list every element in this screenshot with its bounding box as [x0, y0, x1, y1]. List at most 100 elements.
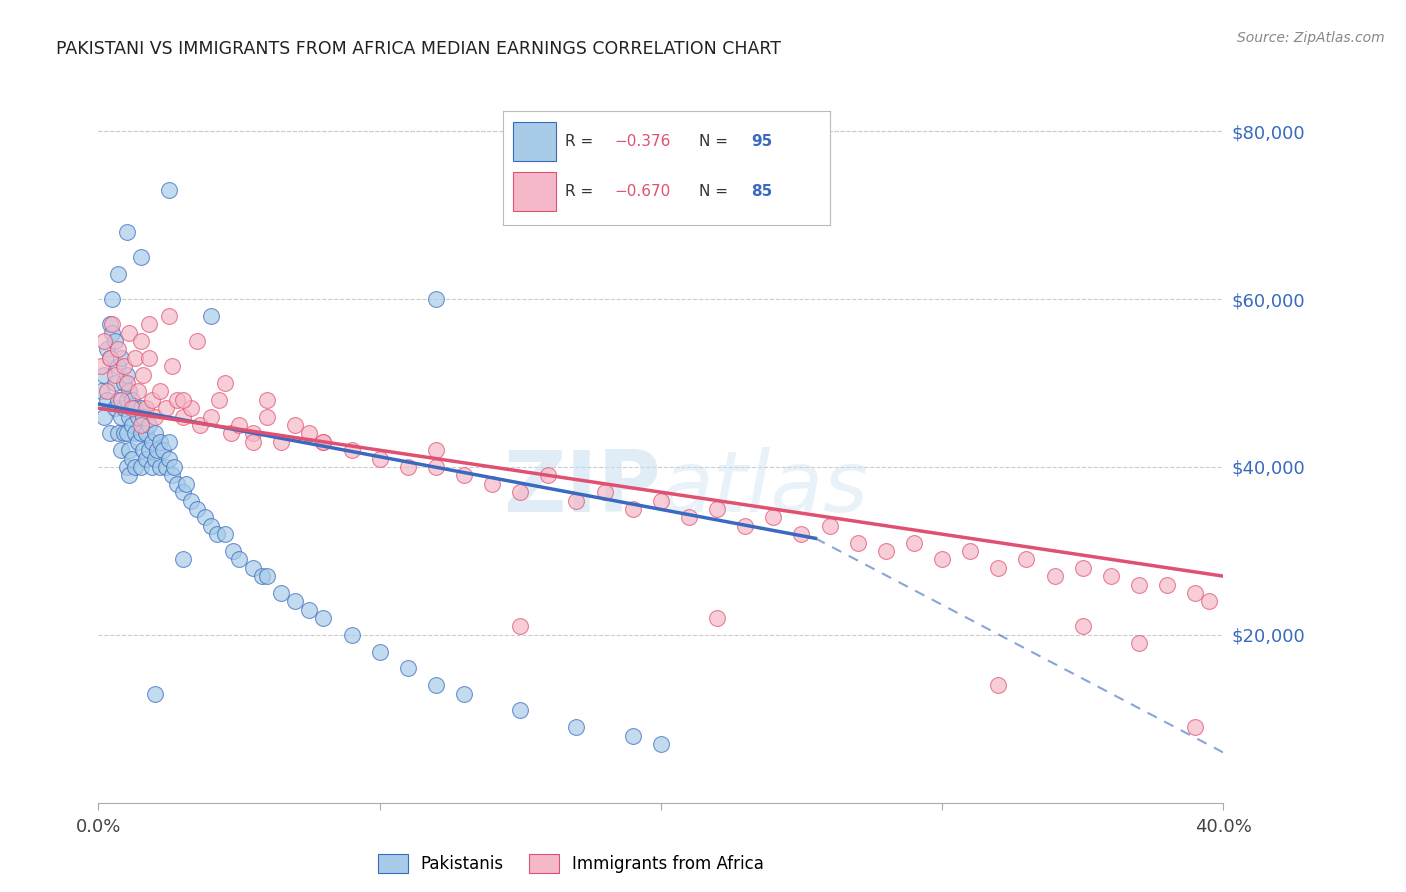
- Point: [214, 376, 236, 390]
- Point: [149, 384, 172, 399]
- Point: [509, 703, 531, 717]
- Point: [141, 392, 163, 407]
- Text: ZIP: ZIP: [503, 447, 661, 531]
- Point: [1156, 577, 1178, 591]
- Point: [1015, 552, 1038, 566]
- Point: [143, 426, 166, 441]
- Point: [118, 468, 141, 483]
- Point: [1128, 577, 1150, 591]
- Point: [135, 401, 157, 416]
- Point: [208, 392, 231, 407]
- Point: [565, 720, 588, 734]
- Point: [104, 368, 127, 382]
- Point: [228, 552, 250, 566]
- Point: [96, 343, 118, 357]
- Point: [242, 434, 264, 449]
- Point: [93, 368, 115, 382]
- Point: [425, 292, 447, 306]
- Legend: Pakistanis, Immigrants from Africa: Pakistanis, Immigrants from Africa: [371, 847, 770, 880]
- Point: [104, 376, 127, 390]
- Point: [135, 451, 157, 466]
- Text: Source: ZipAtlas.com: Source: ZipAtlas.com: [1237, 31, 1385, 45]
- Point: [104, 334, 127, 348]
- Point: [312, 611, 335, 625]
- Point: [124, 460, 146, 475]
- Point: [1128, 636, 1150, 650]
- Point: [256, 392, 278, 407]
- Point: [141, 460, 163, 475]
- Point: [93, 409, 115, 424]
- Point: [509, 619, 531, 633]
- Point: [132, 368, 155, 382]
- Point: [368, 645, 391, 659]
- Point: [129, 417, 152, 432]
- Point: [138, 318, 160, 332]
- Point: [200, 518, 222, 533]
- Point: [425, 460, 447, 475]
- Point: [101, 292, 124, 306]
- Point: [127, 409, 149, 424]
- Point: [180, 401, 202, 416]
- Point: [706, 611, 728, 625]
- Point: [250, 569, 273, 583]
- Point: [734, 518, 756, 533]
- Point: [121, 417, 143, 432]
- Point: [118, 409, 141, 424]
- Point: [155, 460, 177, 475]
- Point: [132, 409, 155, 424]
- Point: [228, 417, 250, 432]
- Point: [90, 359, 112, 374]
- Point: [762, 510, 785, 524]
- Point: [312, 434, 335, 449]
- Point: [194, 510, 217, 524]
- Point: [157, 451, 180, 466]
- Point: [129, 334, 152, 348]
- Point: [242, 560, 264, 574]
- Point: [149, 460, 172, 475]
- Point: [284, 594, 307, 608]
- Point: [101, 318, 124, 332]
- Point: [312, 434, 335, 449]
- Point: [141, 434, 163, 449]
- Point: [146, 443, 169, 458]
- Point: [242, 426, 264, 441]
- Point: [172, 392, 194, 407]
- Point: [115, 426, 138, 441]
- Point: [174, 476, 197, 491]
- Point: [110, 351, 132, 365]
- Point: [112, 426, 135, 441]
- Point: [118, 326, 141, 340]
- Point: [180, 493, 202, 508]
- Point: [110, 409, 132, 424]
- Point: [143, 451, 166, 466]
- Point: [453, 687, 475, 701]
- Point: [135, 426, 157, 441]
- Point: [256, 569, 278, 583]
- Point: [129, 460, 152, 475]
- Point: [903, 535, 925, 549]
- Point: [565, 493, 588, 508]
- Point: [149, 434, 172, 449]
- Point: [650, 493, 672, 508]
- Point: [143, 687, 166, 701]
- Point: [124, 351, 146, 365]
- Point: [509, 485, 531, 500]
- Point: [90, 384, 112, 399]
- Point: [124, 426, 146, 441]
- Point: [107, 267, 129, 281]
- Point: [368, 451, 391, 466]
- Point: [104, 401, 127, 416]
- Point: [706, 502, 728, 516]
- Point: [172, 409, 194, 424]
- Point: [425, 678, 447, 692]
- Point: [959, 544, 981, 558]
- Point: [121, 451, 143, 466]
- Point: [138, 351, 160, 365]
- Point: [1184, 586, 1206, 600]
- Text: atlas: atlas: [661, 447, 869, 531]
- Point: [121, 401, 143, 416]
- Point: [115, 392, 138, 407]
- Point: [129, 426, 152, 441]
- Point: [112, 376, 135, 390]
- Point: [138, 443, 160, 458]
